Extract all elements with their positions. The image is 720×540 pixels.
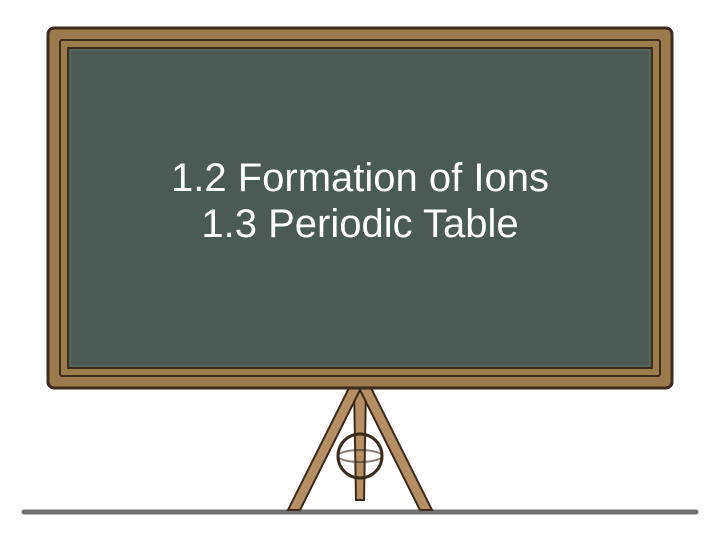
slide-title-line2: 1.3 Periodic Table: [0, 202, 720, 247]
chalkboard-scene: [0, 0, 720, 540]
slide-stage: 1.2 Formation of Ions 1.3 Periodic Table: [0, 0, 720, 540]
easel: [288, 386, 432, 510]
slide-title-line1: 1.2 Formation of Ions: [0, 156, 720, 201]
